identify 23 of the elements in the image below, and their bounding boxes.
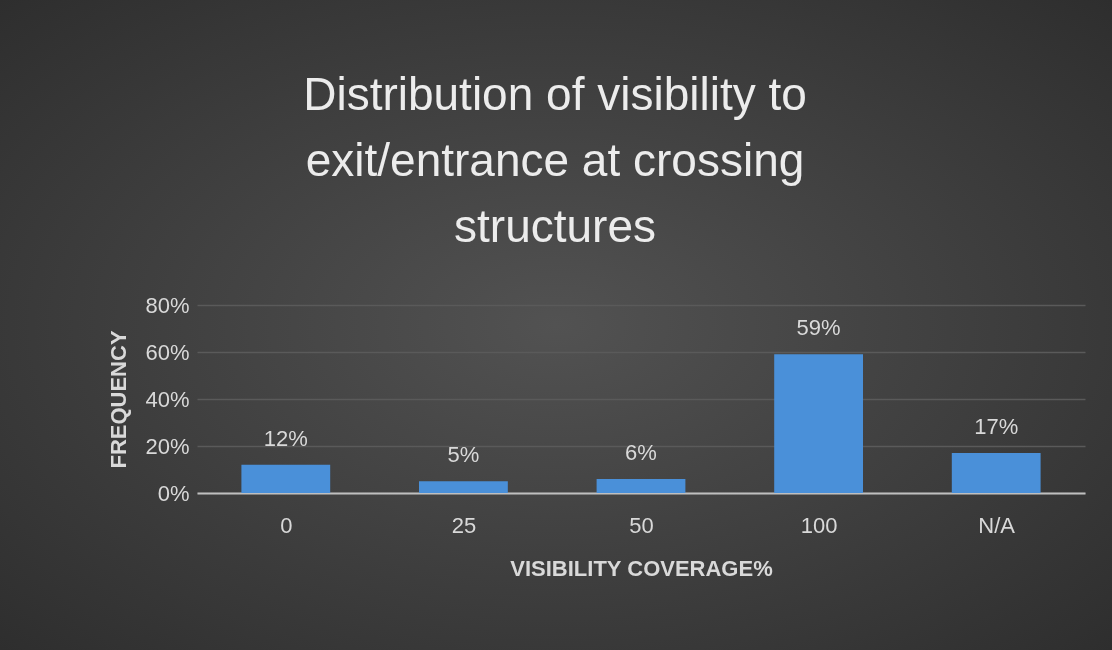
text: 12% bbox=[263, 425, 308, 451]
bar bbox=[419, 481, 508, 493]
bar bbox=[241, 464, 331, 493]
text: 5% bbox=[447, 442, 480, 468]
bar bbox=[596, 478, 686, 493]
x-tick-label: N/A bbox=[978, 512, 1016, 538]
x-axis-title: VISIBILITY COVERAGE% bbox=[510, 555, 773, 581]
x-tick-label: 50 bbox=[629, 512, 654, 538]
text: 59% bbox=[796, 315, 841, 341]
x-tick-label: 0 bbox=[280, 512, 293, 538]
chart-title: Distribution of visibility to exit/entrance at crossing structures bbox=[303, 68, 807, 252]
x-tick-label: 100 bbox=[800, 512, 838, 538]
y-tick-label: 80% bbox=[145, 292, 190, 318]
y-axis-title: FREQUENCY bbox=[106, 330, 132, 469]
bar bbox=[774, 354, 863, 493]
y-tick-label: 40% bbox=[145, 386, 190, 412]
x-tick-label: 25 bbox=[451, 512, 477, 538]
text: 17% bbox=[974, 414, 1019, 440]
bar bbox=[951, 453, 1041, 493]
y-tick-label: 20% bbox=[145, 433, 190, 459]
text: 6% bbox=[625, 439, 657, 465]
y-tick-label: 0% bbox=[157, 480, 190, 506]
y-tick-label: 60% bbox=[145, 339, 190, 365]
